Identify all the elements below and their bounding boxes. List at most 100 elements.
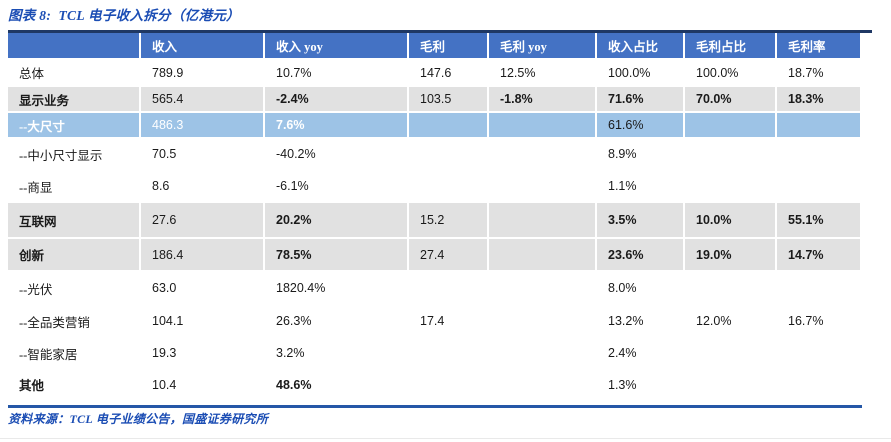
cell-revenue: 789.9 bbox=[141, 60, 265, 87]
cell-gross-profit-share bbox=[685, 272, 777, 306]
cell-revenue-share: 1.3% bbox=[597, 370, 685, 401]
cell-revenue: 104.1 bbox=[141, 306, 265, 338]
cell-gross-profit bbox=[409, 338, 489, 370]
cell-gross-profit-yoy bbox=[489, 338, 597, 370]
cell-revenue: 186.4 bbox=[141, 239, 265, 272]
column-header-gross-profit: 毛利 bbox=[409, 33, 489, 60]
column-header-revenue-share: 收入占比 bbox=[597, 33, 685, 60]
column-header-revenue: 收入 bbox=[141, 33, 265, 60]
cell-revenue-yoy: 78.5% bbox=[265, 239, 409, 272]
row-label: 其他 bbox=[8, 370, 141, 401]
cell-gross-profit-yoy bbox=[489, 239, 597, 272]
cell-revenue: 10.4 bbox=[141, 370, 265, 401]
cell-gross-margin bbox=[777, 272, 862, 306]
table-row: --智能家居 19.3 3.2% 2.4% bbox=[8, 338, 862, 370]
cell-gross-profit-share bbox=[685, 338, 777, 370]
table-row: 显示业务 565.4 -2.4% 103.5 -1.8% 71.6% 70.0% 18.3% bbox=[8, 87, 862, 113]
cell-gross-profit bbox=[409, 370, 489, 401]
cell-gross-profit: 103.5 bbox=[409, 87, 489, 113]
cell-gross-profit-yoy bbox=[489, 203, 597, 239]
table-row: --中小尺寸显示 70.5 -40.2% 8.9% bbox=[8, 139, 862, 171]
source-note: 资料来源：TCL 电子业绩公告，国盛证券研究所 bbox=[8, 412, 269, 426]
cell-revenue-share: 3.5% bbox=[597, 203, 685, 239]
cell-revenue-share: 1.1% bbox=[597, 171, 685, 203]
cell-revenue: 565.4 bbox=[141, 87, 265, 113]
table-row: 其他 10.4 48.6% 1.3% bbox=[8, 370, 862, 401]
row-label: 显示业务 bbox=[8, 87, 141, 113]
bottom-rule bbox=[0, 438, 891, 439]
cell-gross-profit: 15.2 bbox=[409, 203, 489, 239]
column-header-category bbox=[8, 33, 141, 60]
cell-gross-profit-yoy: -1.8% bbox=[489, 87, 597, 113]
table-row: 总体 789.9 10.7% 147.6 12.5% 100.0% 100.0% 18.7% bbox=[8, 60, 862, 87]
cell-gross-profit-yoy bbox=[489, 272, 597, 306]
cell-revenue: 8.6 bbox=[141, 171, 265, 203]
table-body: 总体 789.9 10.7% 147.6 12.5% 100.0% 100.0% 18.7% 显… bbox=[8, 60, 862, 401]
table-row: 创新 186.4 78.5% 27.4 23.6% 19.0% 14.7% bbox=[8, 239, 862, 272]
cell-gross-profit-yoy bbox=[489, 139, 597, 171]
cell-revenue-yoy: 3.2% bbox=[265, 338, 409, 370]
cell-revenue-share: 8.9% bbox=[597, 139, 685, 171]
cell-gross-profit bbox=[409, 171, 489, 203]
cell-gross-margin bbox=[777, 171, 862, 203]
cell-gross-margin: 55.1% bbox=[777, 203, 862, 239]
cell-revenue-yoy: 10.7% bbox=[265, 60, 409, 87]
cell-gross-profit bbox=[409, 139, 489, 171]
cell-revenue-yoy: -6.1% bbox=[265, 171, 409, 203]
column-header-gross-margin: 毛利率 bbox=[777, 33, 862, 60]
cell-gross-margin bbox=[777, 370, 862, 401]
cell-gross-profit-share: 12.0% bbox=[685, 306, 777, 338]
cell-gross-margin bbox=[777, 338, 862, 370]
cell-revenue: 27.6 bbox=[141, 203, 265, 239]
source-rule bbox=[8, 405, 862, 408]
row-label: --中小尺寸显示 bbox=[8, 139, 141, 171]
cell-gross-profit-yoy bbox=[489, 370, 597, 401]
cell-gross-profit-share: 10.0% bbox=[685, 203, 777, 239]
cell-gross-profit bbox=[409, 113, 489, 139]
cell-gross-margin: 18.3% bbox=[777, 87, 862, 113]
row-label: --智能家居 bbox=[8, 338, 141, 370]
cell-gross-profit bbox=[409, 272, 489, 306]
column-header-gross-profit-share: 毛利占比 bbox=[685, 33, 777, 60]
cell-revenue: 70.5 bbox=[141, 139, 265, 171]
table-row: 互联网 27.6 20.2% 15.2 3.5% 10.0% 55.1% bbox=[8, 203, 862, 239]
cell-revenue-yoy: -2.4% bbox=[265, 87, 409, 113]
cell-gross-profit-yoy bbox=[489, 113, 597, 139]
table-row: --商显 8.6 -6.1% 1.1% bbox=[8, 171, 862, 203]
column-header-gross-profit-yoy: 毛利 yoy bbox=[489, 33, 597, 60]
cell-revenue: 63.0 bbox=[141, 272, 265, 306]
row-label: --大尺寸 bbox=[8, 113, 141, 139]
cell-gross-margin: 18.7% bbox=[777, 60, 862, 87]
cell-revenue-yoy: 7.6% bbox=[265, 113, 409, 139]
row-label: --商显 bbox=[8, 171, 141, 203]
row-label: --光伏 bbox=[8, 272, 141, 306]
cell-gross-profit: 27.4 bbox=[409, 239, 489, 272]
cell-gross-profit-yoy bbox=[489, 171, 597, 203]
cell-gross-margin: 16.7% bbox=[777, 306, 862, 338]
cell-gross-profit-share bbox=[685, 139, 777, 171]
table-row: --大尺寸 486.3 7.6% 61.6% bbox=[8, 113, 862, 139]
cell-gross-profit: 147.6 bbox=[409, 60, 489, 87]
header-row: 收入 收入 yoy 毛利 毛利 yoy 收入占比 毛利占比 毛利率 bbox=[8, 33, 862, 60]
column-header-revenue-yoy: 收入 yoy bbox=[265, 33, 409, 60]
cell-revenue-share: 2.4% bbox=[597, 338, 685, 370]
cell-revenue-share: 71.6% bbox=[597, 87, 685, 113]
cell-revenue-yoy: 48.6% bbox=[265, 370, 409, 401]
data-table: 收入 收入 yoy 毛利 毛利 yoy 收入占比 毛利占比 毛利率 总体 789.… bbox=[8, 33, 862, 401]
table-row: --光伏 63.0 1820.4% 8.0% bbox=[8, 272, 862, 306]
cell-gross-profit-share bbox=[685, 171, 777, 203]
cell-revenue-share: 8.0% bbox=[597, 272, 685, 306]
cell-gross-profit-yoy bbox=[489, 306, 597, 338]
cell-gross-margin bbox=[777, 113, 862, 139]
cell-gross-profit-share bbox=[685, 370, 777, 401]
cell-gross-profit-share: 19.0% bbox=[685, 239, 777, 272]
cell-revenue-yoy: -40.2% bbox=[265, 139, 409, 171]
row-label: 创新 bbox=[8, 239, 141, 272]
cell-gross-profit-yoy: 12.5% bbox=[489, 60, 597, 87]
cell-revenue-share: 13.2% bbox=[597, 306, 685, 338]
cell-gross-margin: 14.7% bbox=[777, 239, 862, 272]
cell-gross-profit-share: 70.0% bbox=[685, 87, 777, 113]
top-rule bbox=[8, 30, 872, 33]
figure-title: 图表 8: TCL 电子收入拆分（亿港元） bbox=[8, 8, 240, 23]
